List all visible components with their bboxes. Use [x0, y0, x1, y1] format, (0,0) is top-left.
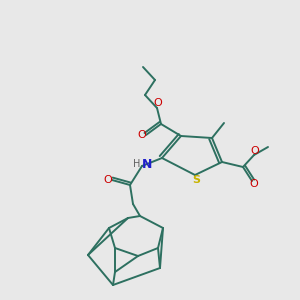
- Text: O: O: [250, 146, 260, 156]
- Text: N: N: [142, 158, 152, 170]
- Text: O: O: [103, 175, 112, 185]
- Text: H: H: [133, 159, 141, 169]
- Text: O: O: [250, 179, 258, 189]
- Text: O: O: [138, 130, 146, 140]
- Text: S: S: [192, 175, 200, 185]
- Text: O: O: [154, 98, 162, 108]
